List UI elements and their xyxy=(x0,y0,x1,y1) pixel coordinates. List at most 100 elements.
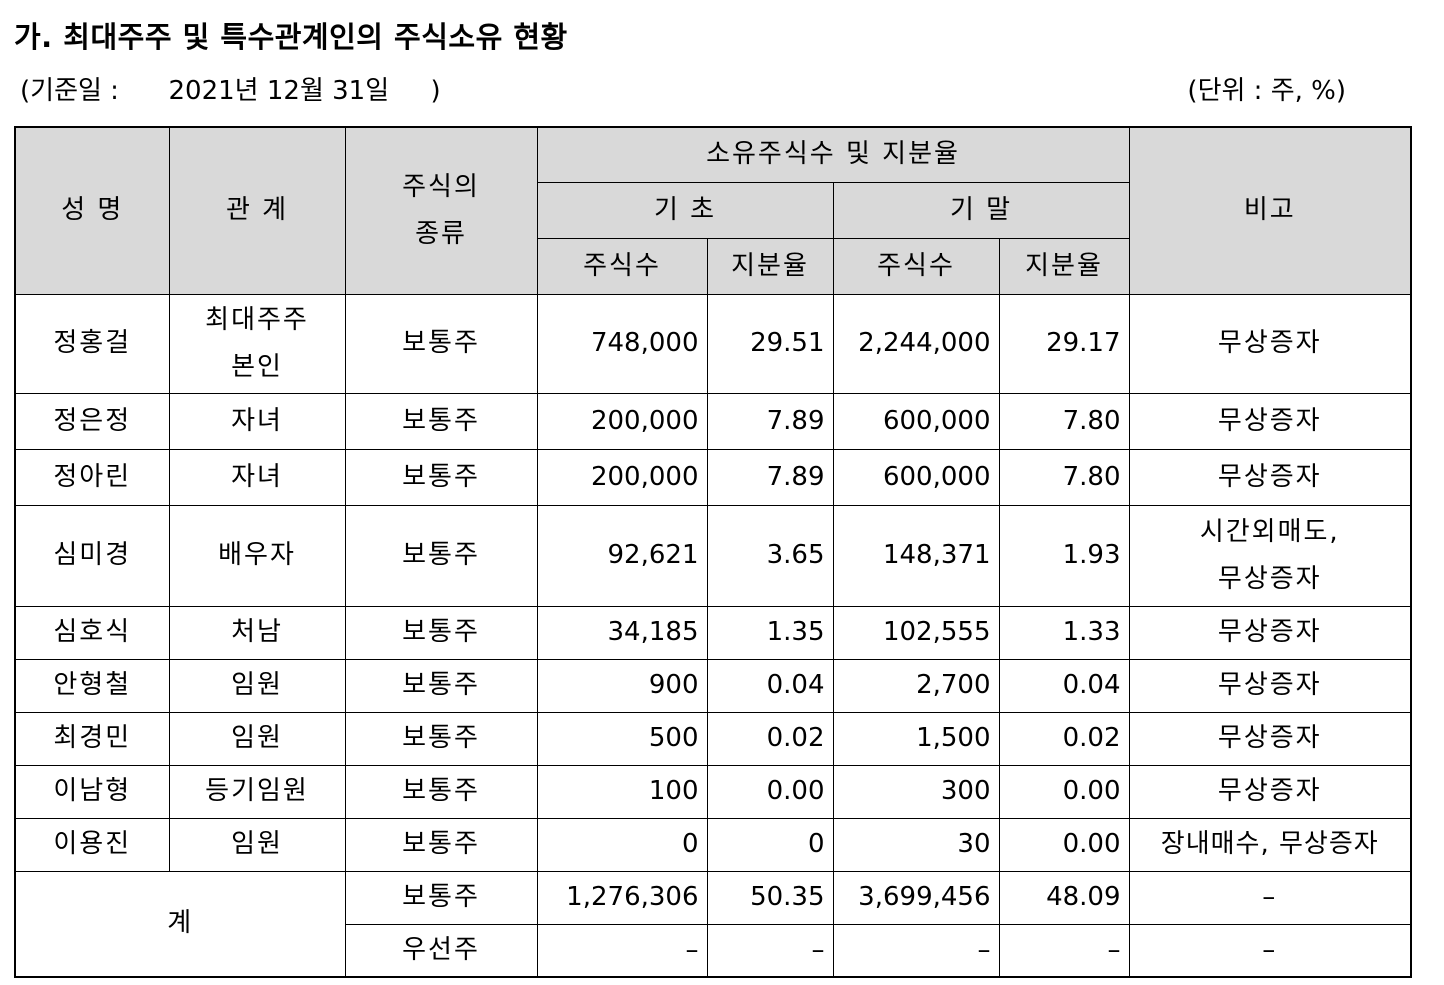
document-title: 가. 최대주주 및 특수관계인의 주식소유 현황 xyxy=(14,20,568,54)
cell-note: – xyxy=(1128,870,1412,925)
cell-note: 시간외매도, 무상증자 xyxy=(1128,504,1412,607)
cell-name: 안형철 xyxy=(14,658,170,713)
cell-end-ratio: – xyxy=(998,923,1130,978)
cell-start-ratio: 0 xyxy=(706,817,834,872)
header-ownership-group: 소유주식수 및 지분율 xyxy=(536,126,1130,183)
cell-type: 보통주 xyxy=(344,392,538,450)
table-row: 이남형 등기임원 보통주 100 0.00 300 0.00 무상증자 xyxy=(14,764,1412,819)
cell-relation: 최대주주 본인 xyxy=(168,293,346,394)
cell-start-shares: 200,000 xyxy=(536,448,708,506)
cell-start-shares: 100 xyxy=(536,764,708,819)
cell-relation-line2: 본인 xyxy=(231,351,283,382)
cell-note: – xyxy=(1128,923,1412,978)
table-row: 심미경 배우자 보통주 92,621 3.65 148,371 1.93 시간외… xyxy=(14,504,1412,607)
cell-start-ratio: – xyxy=(706,923,834,978)
header-relation: 관 계 xyxy=(168,126,346,295)
cell-name: 심호식 xyxy=(14,605,170,660)
cell-note: 무상증자 xyxy=(1128,764,1412,819)
cell-start-shares: 200,000 xyxy=(536,392,708,450)
cell-name: 심미경 xyxy=(14,504,170,607)
header-stock-type-line1: 주식의 xyxy=(402,171,480,202)
cell-end-ratio: 7.80 xyxy=(998,448,1130,506)
cell-name: 정은정 xyxy=(14,392,170,450)
cell-start-ratio: 29.51 xyxy=(706,293,834,394)
cell-note: 무상증자 xyxy=(1128,711,1412,766)
cell-start-ratio: 0.00 xyxy=(706,764,834,819)
cell-type: 보통주 xyxy=(344,870,538,925)
cell-end-shares: – xyxy=(832,923,1000,978)
cell-end-ratio: 0.00 xyxy=(998,764,1130,819)
total-row: 계 보통주 1,276,306 50.35 3,699,456 48.09 – xyxy=(14,870,1412,978)
cell-type: 보통주 xyxy=(344,817,538,872)
cell-relation-line1: 최대주주 xyxy=(205,304,309,335)
cell-start-ratio: 7.89 xyxy=(706,448,834,506)
cell-note: 장내매수, 무상증자 xyxy=(1128,817,1412,872)
cell-relation: 자녀 xyxy=(168,448,346,506)
header-note: 비고 xyxy=(1128,126,1412,295)
cell-type: 보통주 xyxy=(344,658,538,713)
cell-start-shares: 748,000 xyxy=(536,293,708,394)
table-row: 정은정 자녀 보통주 200,000 7.89 600,000 7.80 무상증… xyxy=(14,392,1412,450)
cell-start-shares: 900 xyxy=(536,658,708,713)
cell-end-shares: 102,555 xyxy=(832,605,1000,660)
cell-name: 정아린 xyxy=(14,448,170,506)
cell-start-ratio: 0.02 xyxy=(706,711,834,766)
cell-end-shares: 30 xyxy=(832,817,1000,872)
cell-start-ratio: 1.35 xyxy=(706,605,834,660)
cell-end-ratio: 7.80 xyxy=(998,392,1130,450)
cell-start-ratio: 0.04 xyxy=(706,658,834,713)
cell-type: 우선주 xyxy=(344,923,538,978)
table-row: 심호식 처남 보통주 34,185 1.35 102,555 1.33 무상증자 xyxy=(14,605,1412,660)
cell-type: 보통주 xyxy=(344,764,538,819)
cell-start-ratio: 3.65 xyxy=(706,504,834,607)
cell-type: 보통주 xyxy=(344,504,538,607)
cell-end-shares: 600,000 xyxy=(832,392,1000,450)
cell-end-shares: 148,371 xyxy=(832,504,1000,607)
cell-end-ratio: 1.33 xyxy=(998,605,1130,660)
cell-relation: 임원 xyxy=(168,658,346,713)
cell-note: 무상증자 xyxy=(1128,658,1412,713)
total-label: 계 xyxy=(14,870,346,978)
header-end-ratio: 지분율 xyxy=(998,237,1130,295)
cell-relation: 처남 xyxy=(168,605,346,660)
table-row: 이용진 임원 보통주 0 0 30 0.00 장내매수, 무상증자 xyxy=(14,817,1412,872)
table-row: 정아린 자녀 보통주 200,000 7.89 600,000 7.80 무상증… xyxy=(14,448,1412,506)
header-end-shares: 주식수 xyxy=(832,237,1000,295)
cell-start-shares: 92,621 xyxy=(536,504,708,607)
cell-end-shares: 3,699,456 xyxy=(832,870,1000,925)
cell-end-ratio: 1.93 xyxy=(998,504,1130,607)
total-row: 우선주 – – – – – xyxy=(15,923,1412,978)
cell-note: 무상증자 xyxy=(1128,392,1412,450)
cell-start-ratio: 7.89 xyxy=(706,392,834,450)
table-row: 안형철 임원 보통주 900 0.04 2,700 0.04 무상증자 xyxy=(14,658,1412,713)
header-name: 성 명 xyxy=(14,126,170,295)
header-period-end: 기 말 xyxy=(832,181,1130,239)
cell-end-shares: 2,244,000 xyxy=(832,293,1000,394)
cell-end-ratio: 0.00 xyxy=(998,817,1130,872)
cell-relation: 임원 xyxy=(168,817,346,872)
cell-name: 이용진 xyxy=(14,817,170,872)
cell-end-ratio: 0.02 xyxy=(998,711,1130,766)
cell-name: 최경민 xyxy=(14,711,170,766)
cell-relation: 자녀 xyxy=(168,392,346,450)
base-date-line: (기준일 : 2021년 12월 31일 ) xyxy=(20,76,441,106)
table-row: 최경민 임원 보통주 500 0.02 1,500 0.02 무상증자 xyxy=(14,711,1412,766)
header-stock-type: 주식의 종류 xyxy=(344,126,538,295)
shareholder-table: 성 명 관 계 주식의 종류 소유주식수 및 지분율 비고 기 초 기 말 주식… xyxy=(14,126,1412,978)
unit-line: (단위 : 주, %) xyxy=(1187,76,1346,106)
cell-note: 무상증자 xyxy=(1128,605,1412,660)
header-stock-type-line2: 종류 xyxy=(415,218,467,249)
cell-start-shares: – xyxy=(536,923,708,978)
table-row: 정홍걸 최대주주 본인 보통주 748,000 29.51 2,244,000 … xyxy=(14,293,1412,394)
cell-relation: 배우자 xyxy=(168,504,346,607)
cell-end-ratio: 48.09 xyxy=(998,870,1130,925)
cell-name: 정홍걸 xyxy=(14,293,170,394)
cell-end-shares: 600,000 xyxy=(832,448,1000,506)
cell-start-shares: 0 xyxy=(536,817,708,872)
cell-type: 보통주 xyxy=(344,605,538,660)
cell-note-line2: 무상증자 xyxy=(1217,563,1322,594)
cell-end-shares: 2,700 xyxy=(832,658,1000,713)
cell-end-shares: 300 xyxy=(832,764,1000,819)
cell-end-shares: 1,500 xyxy=(832,711,1000,766)
cell-name: 이남형 xyxy=(14,764,170,819)
